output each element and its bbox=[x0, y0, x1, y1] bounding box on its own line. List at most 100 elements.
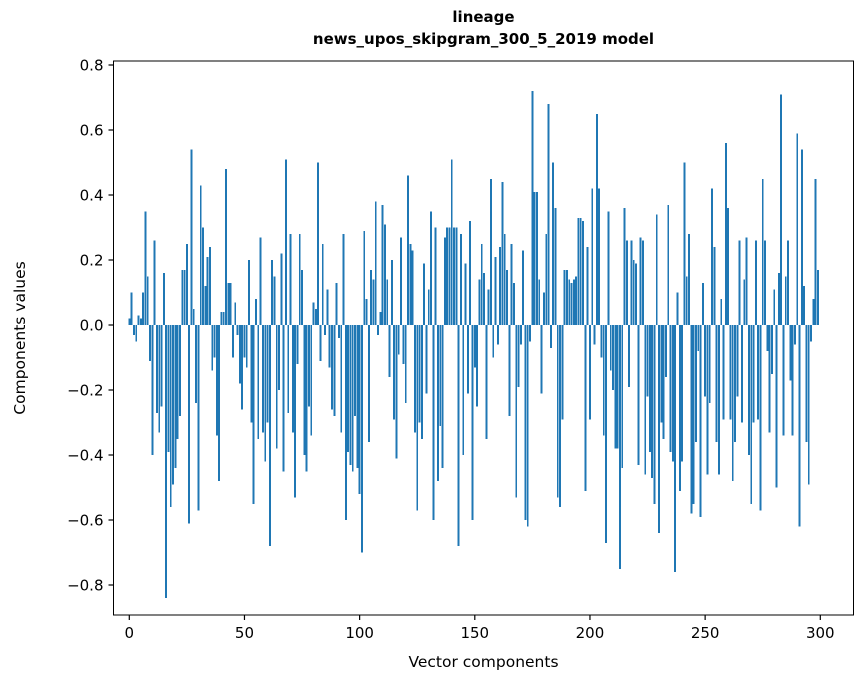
bar bbox=[669, 325, 672, 452]
bar bbox=[549, 325, 552, 348]
bar bbox=[817, 269, 819, 325]
bar bbox=[768, 325, 771, 433]
bar bbox=[616, 325, 619, 449]
bar bbox=[510, 243, 513, 325]
bar bbox=[476, 325, 479, 407]
bar bbox=[363, 230, 366, 325]
bar bbox=[775, 325, 778, 488]
bar bbox=[289, 234, 292, 325]
y-tick-label: 0.0 bbox=[80, 317, 104, 335]
bar bbox=[536, 191, 538, 325]
bar bbox=[225, 169, 227, 325]
bar bbox=[582, 221, 585, 325]
bar bbox=[437, 325, 439, 481]
bar bbox=[593, 325, 596, 345]
bar bbox=[814, 178, 817, 325]
bar bbox=[526, 325, 529, 527]
bar bbox=[430, 211, 432, 325]
bar bbox=[745, 237, 748, 325]
bar bbox=[284, 159, 287, 325]
bar bbox=[195, 325, 198, 403]
y-tick-label: −0.4 bbox=[67, 447, 103, 465]
x-tick-label: 200 bbox=[576, 624, 605, 642]
bar bbox=[563, 269, 566, 325]
bar bbox=[432, 325, 435, 520]
bar bbox=[241, 325, 244, 410]
bar bbox=[434, 227, 437, 325]
bar bbox=[665, 325, 667, 377]
bar bbox=[135, 325, 138, 342]
bar bbox=[185, 243, 188, 325]
bar bbox=[296, 325, 299, 364]
bar bbox=[181, 269, 184, 325]
bar bbox=[453, 227, 456, 325]
bar bbox=[754, 240, 757, 325]
bar bbox=[149, 325, 151, 361]
bar bbox=[473, 325, 476, 368]
bar bbox=[395, 325, 398, 459]
bar bbox=[372, 279, 375, 325]
bar bbox=[342, 234, 345, 325]
bar bbox=[183, 269, 186, 325]
bar bbox=[614, 325, 617, 449]
bar bbox=[681, 325, 684, 462]
bar bbox=[155, 325, 158, 413]
bar bbox=[738, 240, 741, 325]
bar bbox=[179, 325, 181, 416]
bar bbox=[340, 325, 343, 433]
bar bbox=[711, 188, 713, 325]
bar bbox=[757, 325, 760, 420]
bar bbox=[519, 325, 522, 345]
bar bbox=[741, 325, 743, 423]
bar bbox=[144, 211, 147, 325]
bar bbox=[729, 325, 732, 420]
bar bbox=[197, 325, 200, 511]
bar bbox=[393, 325, 396, 420]
bar bbox=[727, 208, 730, 325]
bar bbox=[524, 325, 527, 520]
bar bbox=[602, 325, 605, 436]
y-tick-label: −0.2 bbox=[67, 382, 103, 400]
bar bbox=[478, 279, 481, 325]
bar bbox=[358, 325, 361, 494]
bar bbox=[347, 325, 350, 452]
bar bbox=[508, 325, 511, 416]
bar bbox=[404, 325, 407, 403]
bar bbox=[351, 325, 354, 472]
bar bbox=[202, 227, 204, 325]
bar bbox=[704, 325, 707, 397]
bar bbox=[349, 325, 352, 465]
bar bbox=[206, 256, 209, 325]
bar bbox=[612, 325, 614, 390]
bar bbox=[607, 211, 610, 325]
x-tick-label: 150 bbox=[460, 624, 489, 642]
bar bbox=[522, 250, 525, 325]
bar bbox=[257, 325, 260, 439]
bar bbox=[796, 133, 799, 325]
bar bbox=[529, 325, 532, 342]
bar bbox=[794, 325, 796, 345]
bar bbox=[158, 325, 161, 433]
bar bbox=[326, 289, 329, 325]
bar bbox=[545, 234, 548, 325]
bar bbox=[305, 325, 308, 472]
bar bbox=[294, 325, 297, 498]
bar bbox=[630, 240, 633, 325]
bar bbox=[128, 318, 131, 325]
bar bbox=[379, 312, 382, 325]
bar bbox=[377, 325, 380, 335]
bar bbox=[506, 269, 508, 325]
bar bbox=[773, 289, 776, 325]
bar bbox=[706, 325, 709, 475]
bar bbox=[245, 325, 248, 368]
bar bbox=[275, 325, 278, 449]
bar bbox=[766, 325, 769, 351]
bar bbox=[386, 279, 389, 325]
bar bbox=[471, 325, 474, 520]
bar bbox=[234, 302, 237, 325]
bar bbox=[425, 325, 428, 394]
bar bbox=[333, 325, 336, 416]
bar bbox=[480, 243, 483, 325]
bar bbox=[701, 282, 704, 325]
